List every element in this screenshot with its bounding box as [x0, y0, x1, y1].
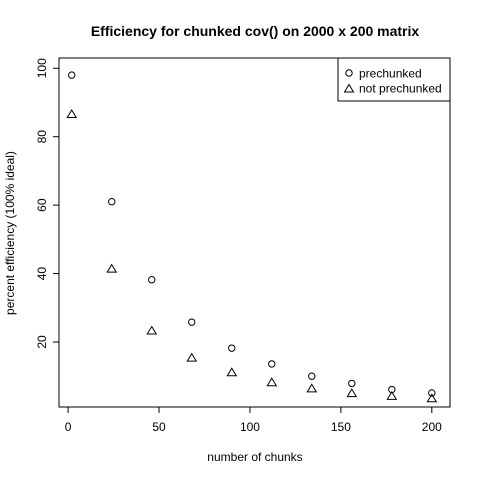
- x-axis: 0 50 100 150 200: [65, 407, 442, 434]
- point-prechunked: [69, 72, 75, 78]
- point-not-prechunked: [307, 384, 316, 392]
- y-tick-label: 80: [35, 130, 49, 144]
- x-tick-label: 100: [240, 420, 260, 434]
- y-tick-label: 100: [35, 58, 49, 78]
- point-not-prechunked: [147, 327, 156, 335]
- y-axis-label: percent efficiency (100% ideal): [3, 151, 17, 315]
- x-tick-label: 0: [65, 420, 72, 434]
- data-points: [67, 72, 436, 402]
- point-prechunked: [149, 277, 155, 283]
- point-prechunked: [189, 319, 195, 325]
- point-not-prechunked: [347, 389, 356, 397]
- point-prechunked: [349, 380, 355, 386]
- chart-title: Efficiency for chunked cov() on 2000 x 2…: [91, 23, 420, 39]
- x-tick-label: 50: [152, 420, 166, 434]
- point-not-prechunked: [227, 368, 236, 376]
- point-prechunked: [309, 373, 315, 379]
- y-tick-label: 20: [35, 335, 49, 349]
- point-not-prechunked: [267, 378, 276, 386]
- y-tick-label: 60: [35, 198, 49, 212]
- point-prechunked: [109, 199, 115, 205]
- y-tick-label: 40: [35, 267, 49, 281]
- point-not-prechunked: [67, 110, 76, 118]
- point-not-prechunked: [187, 354, 196, 362]
- point-prechunked: [229, 345, 235, 351]
- legend-label-not-prechunked: not prechunked: [359, 82, 442, 96]
- plot-frame: [59, 58, 450, 407]
- legend: prechunked not prechunked: [338, 58, 450, 101]
- x-tick-label: 200: [422, 420, 442, 434]
- legend-label-prechunked: prechunked: [359, 67, 422, 81]
- y-axis: 20 40 60 80 100: [35, 58, 59, 349]
- point-prechunked: [269, 361, 275, 367]
- point-not-prechunked: [107, 265, 116, 273]
- point-not-prechunked: [427, 394, 436, 402]
- x-axis-label: number of chunks: [207, 450, 302, 464]
- x-tick-label: 150: [331, 420, 351, 434]
